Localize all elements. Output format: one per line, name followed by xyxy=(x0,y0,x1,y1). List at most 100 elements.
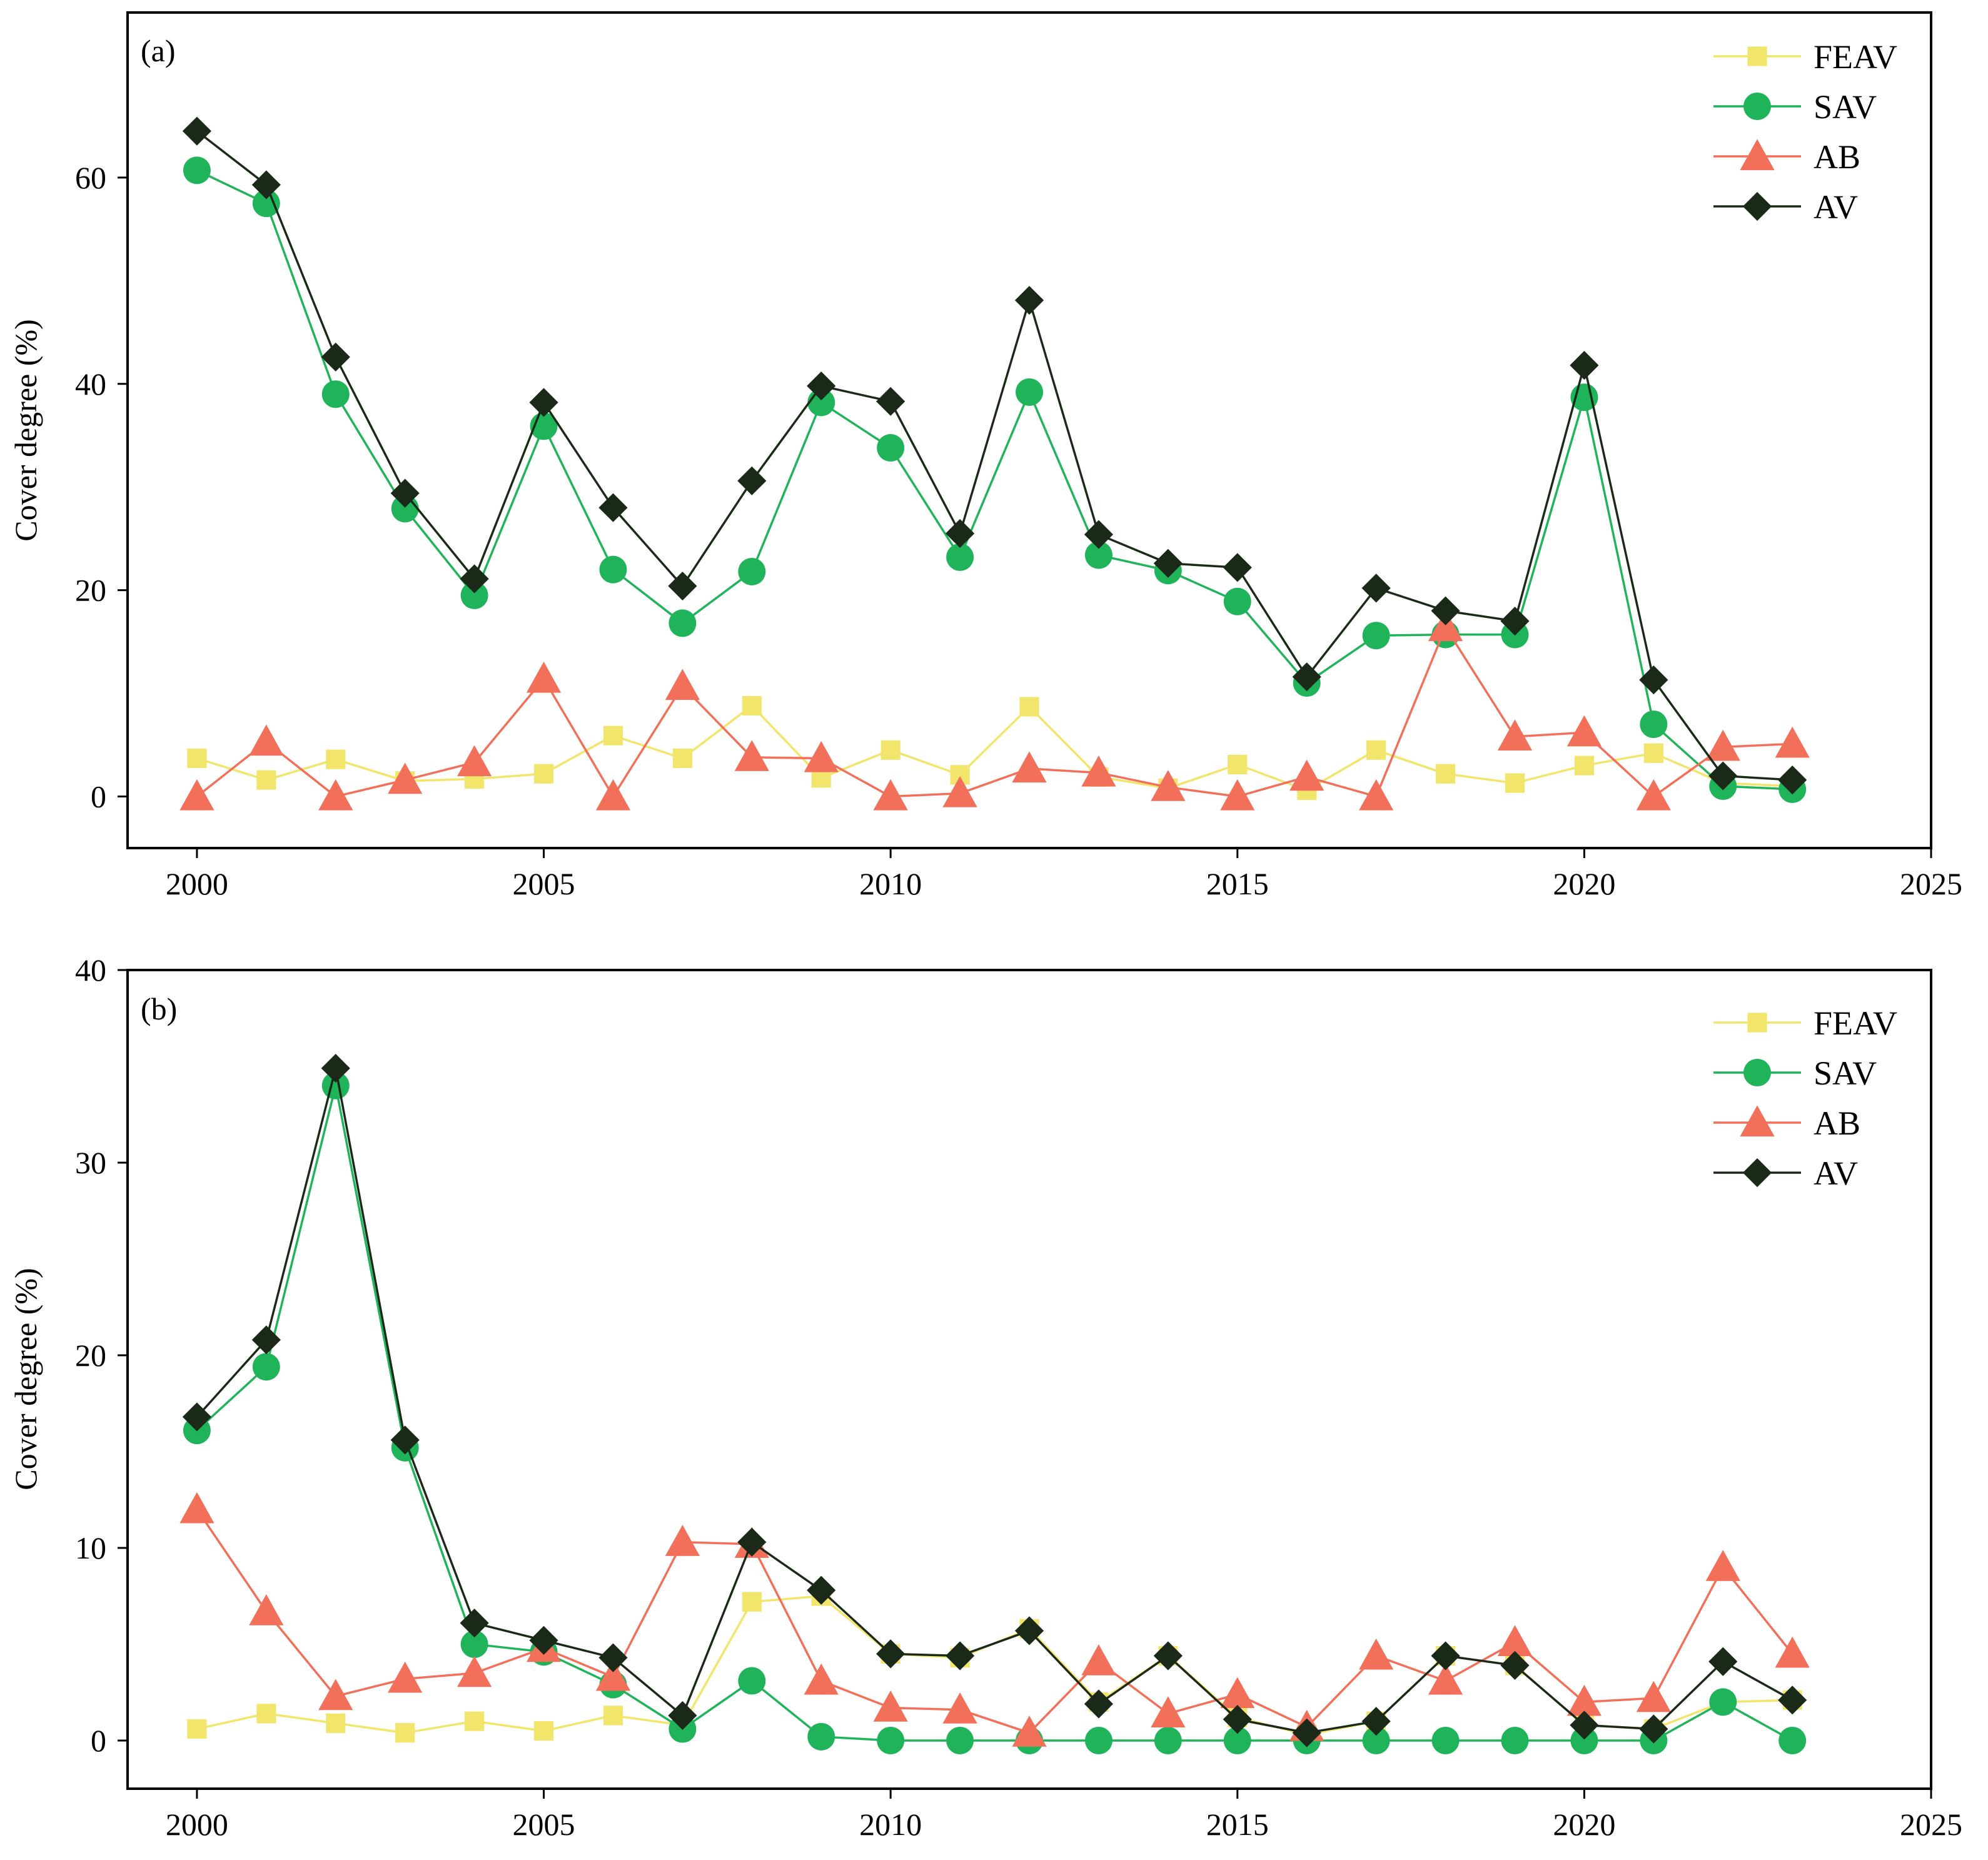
data-point-feav xyxy=(256,770,276,790)
data-point-av xyxy=(876,387,906,416)
legend-marker-av xyxy=(1742,191,1772,221)
data-point-av xyxy=(945,518,975,548)
data-point-ab xyxy=(1428,610,1463,642)
x-tick-label: 2025 xyxy=(1900,1807,1962,1842)
legend-label: AV xyxy=(1814,1155,1858,1192)
chart-panel-a: 2000 2005 2010 2015 2020 2025 0 20 40 60 (a) Cove… xyxy=(8,11,1962,901)
data-point-sav xyxy=(1570,1727,1598,1754)
data-point-sav xyxy=(1709,1688,1737,1716)
data-point-av xyxy=(390,1425,420,1455)
legend-item-ab: AB xyxy=(1713,1104,1860,1142)
data-point-av xyxy=(390,478,420,508)
data-point-ab xyxy=(1636,779,1671,811)
data-point-av xyxy=(807,1575,836,1605)
data-point-ab xyxy=(1567,1684,1602,1716)
data-point-ab xyxy=(1775,1636,1810,1668)
data-point-ab xyxy=(804,1663,839,1695)
data-point-sav xyxy=(183,156,211,184)
legend-marker-sav xyxy=(1743,1059,1771,1086)
plot-frame xyxy=(126,11,1932,849)
data-point-ab xyxy=(665,1525,700,1556)
data-point-ab xyxy=(1775,726,1810,758)
data-point-av xyxy=(876,1639,906,1669)
data-point-sav xyxy=(946,1727,974,1754)
data-point-av xyxy=(460,1609,489,1638)
data-point-av xyxy=(1223,1705,1252,1734)
data-point-feav xyxy=(1019,697,1039,717)
data-point-av xyxy=(1431,596,1460,625)
data-point-ab xyxy=(734,740,769,771)
data-point-av xyxy=(668,571,697,601)
data-point-av xyxy=(1084,1689,1114,1719)
data-point-av xyxy=(1708,1647,1738,1676)
data-point-sav xyxy=(1016,378,1043,406)
data-point-ab xyxy=(388,1661,423,1693)
data-point-av xyxy=(1778,1686,1807,1715)
data-point-ab xyxy=(1567,715,1602,747)
data-point-sav xyxy=(877,1727,905,1754)
data-point-sav xyxy=(1779,1727,1807,1754)
series-layer xyxy=(179,116,1810,811)
data-point-ab xyxy=(1220,1677,1255,1709)
panel-label-b: (b) xyxy=(141,991,177,1026)
data-point-sav xyxy=(1431,1727,1460,1754)
data-point-feav xyxy=(1228,754,1248,774)
series-line-av xyxy=(196,1067,1794,1734)
axes: 2000 2005 2010 2015 2020 2025 0 20 40 60 xyxy=(75,160,1962,901)
data-point-ab xyxy=(526,661,562,693)
data-point-ab xyxy=(388,762,423,794)
data-point-av xyxy=(945,1641,975,1670)
data-point-av xyxy=(1223,553,1252,582)
data-point-feav xyxy=(603,725,623,746)
data-point-av xyxy=(1778,766,1807,795)
data-point-ab xyxy=(1428,1663,1463,1695)
legend: FEAV SAV AB AV xyxy=(1713,38,1897,226)
legend-label: FEAV xyxy=(1814,38,1897,76)
legend-marker-feav xyxy=(1747,46,1767,66)
data-point-ab xyxy=(179,779,214,811)
data-point-av xyxy=(1708,761,1738,791)
legend-label: AV xyxy=(1814,188,1858,226)
series-line-feav xyxy=(196,704,1793,792)
data-point-sav xyxy=(1501,1727,1529,1754)
data-point-ab xyxy=(1497,719,1533,751)
legend-item-ab: AB xyxy=(1713,138,1860,176)
data-point-av xyxy=(598,1643,628,1672)
series-line-ab xyxy=(196,626,1793,798)
data-point-av xyxy=(1014,1616,1044,1645)
x-tick-label: 2025 xyxy=(1900,866,1962,901)
data-point-feav xyxy=(187,748,207,769)
y-tick-label: 0 xyxy=(91,1723,106,1758)
legend-marker-sav xyxy=(1743,93,1771,120)
data-point-ab xyxy=(1289,759,1324,791)
x-tick-label: 2020 xyxy=(1553,1807,1615,1842)
data-point-ab xyxy=(1359,779,1394,811)
legend-item-feav: FEAV xyxy=(1713,38,1897,76)
data-point-ab xyxy=(873,779,908,811)
legend-label: FEAV xyxy=(1814,1004,1897,1042)
y-tick-label: 60 xyxy=(75,160,106,195)
chart-panel-b: 2000 2005 2010 2015 2020 2025 0 10 20 30 40 (b) Co… xyxy=(8,953,1962,1842)
y-tick-label: 20 xyxy=(75,573,106,608)
data-point-feav xyxy=(395,1723,415,1743)
data-point-ab xyxy=(1151,770,1186,801)
data-point-av xyxy=(737,1527,767,1557)
data-point-av xyxy=(1014,286,1044,315)
data-point-feav xyxy=(533,764,554,784)
data-point-ab xyxy=(249,1594,284,1625)
data-point-av xyxy=(321,1053,350,1083)
y-tick-label: 20 xyxy=(75,1338,106,1373)
data-point-sav xyxy=(460,1630,488,1658)
data-point-ab xyxy=(595,1659,631,1691)
data-point-ab xyxy=(1151,1696,1186,1727)
x-tick-label: 2020 xyxy=(1553,866,1615,901)
data-point-sav xyxy=(1223,1727,1251,1754)
data-point-feav xyxy=(880,740,901,760)
data-point-ab xyxy=(873,1691,908,1722)
data-point-ab xyxy=(595,779,631,811)
data-point-feav xyxy=(672,748,692,769)
legend-label: AB xyxy=(1814,1104,1860,1142)
data-point-av xyxy=(1570,1711,1599,1740)
data-point-sav xyxy=(252,1353,280,1381)
